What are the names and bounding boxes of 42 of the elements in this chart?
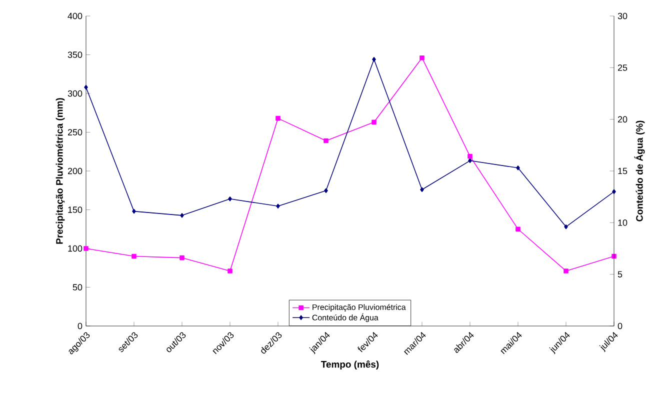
point [180,255,184,260]
point [228,196,232,202]
point [276,116,280,121]
y2-tick-label: 15 [618,168,628,174]
y2-tick-label: 0 [618,322,622,330]
y2-axis-title: Conteúdo de Água (%) [634,120,645,222]
point [420,55,424,60]
point [468,154,472,159]
point [372,57,376,62]
point [84,246,88,251]
point [468,158,472,164]
y-tick-label: 300 [68,90,82,97]
y2-tick-label: 5 [618,271,622,278]
y2-tick-label: 30 [618,12,628,20]
y2-tick-label: 10 [618,219,628,226]
y2-tick-label: 20 [618,116,628,123]
y-axis-title: Precipitação Pluviométrica (mm) [56,98,65,244]
x-axis-title: Tempo (mês) [321,360,379,370]
point [516,166,520,170]
point [180,213,184,218]
point [420,187,424,192]
point [564,224,568,230]
point [228,268,232,274]
y-tick-label: 350 [68,52,82,58]
point [324,138,328,144]
point [516,226,520,232]
y-tick-label: 50 [72,284,82,290]
y-tick-label: 0 [78,322,82,330]
point [564,268,568,274]
point [132,208,136,214]
point [132,254,136,259]
point [84,84,88,90]
point [612,189,616,194]
y2-tick-label: 25 [618,64,628,71]
y-tick-label: 250 [68,129,82,136]
point [324,188,328,194]
y-tick-label: 100 [68,245,82,252]
y-tick-label: 400 [68,12,82,20]
y-tick-label: 150 [68,206,82,213]
point [372,120,376,125]
point [276,204,280,209]
y-tick-label: 200 [68,168,82,174]
